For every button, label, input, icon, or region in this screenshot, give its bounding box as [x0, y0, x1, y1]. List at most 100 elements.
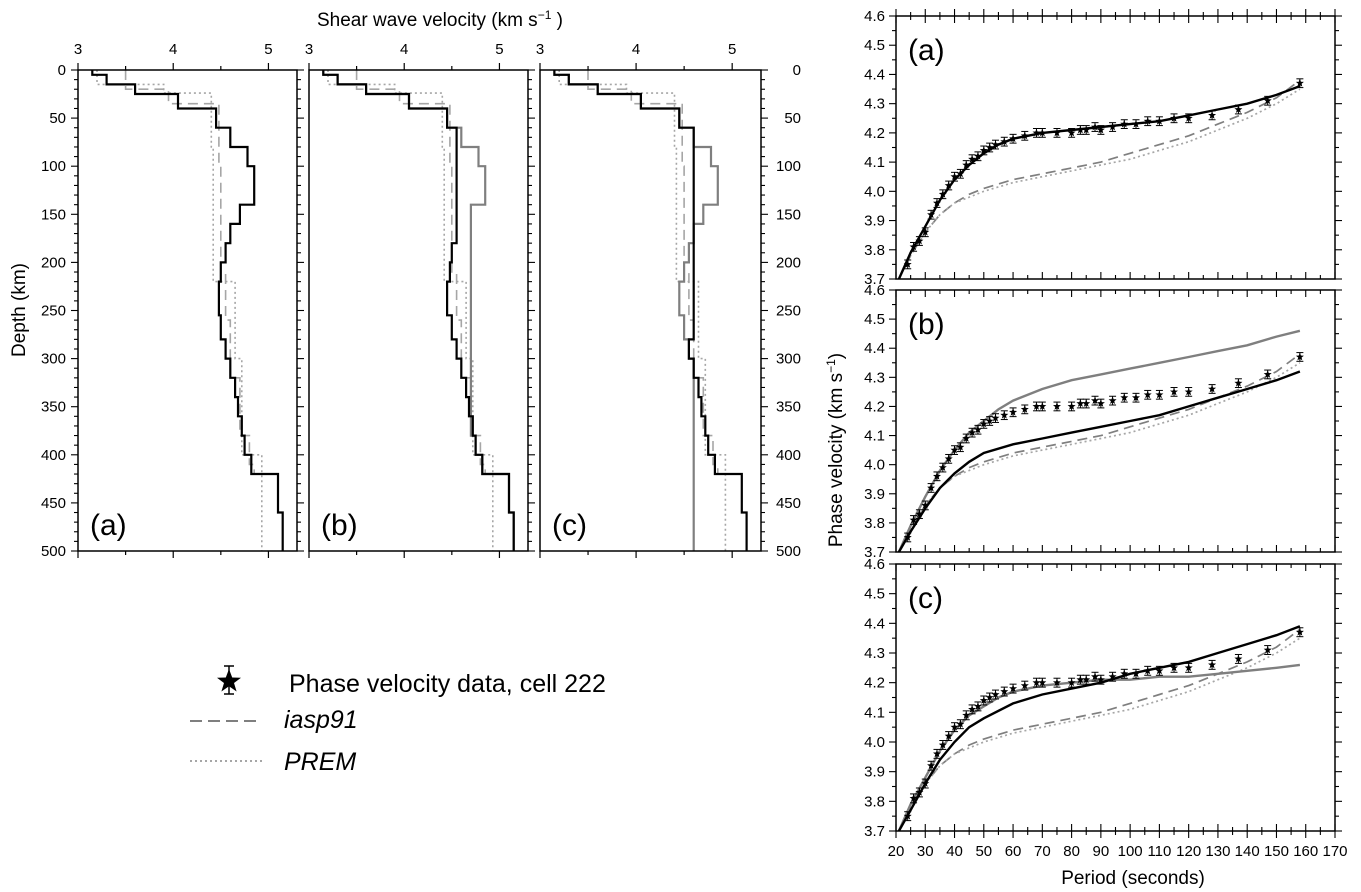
data-point: [1263, 95, 1272, 106]
data-point: [909, 241, 918, 252]
y-tick-label: 3.9: [864, 764, 885, 781]
data-point-star: [1132, 669, 1140, 678]
data-point: [938, 462, 947, 473]
data-point-star: [1132, 393, 1140, 402]
data-point-star: [944, 454, 953, 463]
data-point: [1038, 128, 1047, 138]
data-point-star: [974, 152, 982, 160]
y-tick-label: 4.6: [864, 8, 885, 25]
data-point: [1208, 384, 1217, 394]
depth-series-prem: [96, 70, 263, 551]
data-point: [950, 722, 959, 733]
data-point-star: [909, 515, 918, 524]
y-tick-label-right: 300: [776, 351, 801, 368]
data-point: [1120, 392, 1129, 403]
data-point: [1038, 401, 1047, 412]
legend-iasp91-label: iasp91: [284, 706, 358, 734]
y-tick-label-right: 50: [784, 110, 801, 127]
data-point: [1184, 113, 1193, 124]
data-point: [927, 760, 936, 771]
data-point-star: [1120, 669, 1129, 678]
dispersion-series-iasp91: [898, 79, 1301, 279]
y-tick-label: 3.9: [864, 213, 885, 230]
data-point-star: [1155, 666, 1164, 675]
x-tick-label: 5: [495, 41, 503, 58]
data-point-star: [1067, 402, 1076, 410]
data-point-star: [1009, 408, 1018, 416]
right-x-axis-title: Period (seconds): [1061, 868, 1205, 889]
y-tick-label: 150: [41, 206, 66, 223]
data-point: [1108, 122, 1117, 132]
data-point-star: [1295, 79, 1304, 87]
data-point: [1082, 125, 1091, 135]
data-point-star: [1009, 134, 1018, 143]
data-point-star: [1076, 675, 1085, 684]
data-point: [1234, 653, 1243, 664]
y-tick-label: 4.0: [864, 457, 885, 474]
data-point-star: [1096, 125, 1105, 134]
x-tick-label: 130: [1205, 843, 1230, 860]
data-point-star: [921, 501, 930, 509]
data-point: [915, 509, 924, 520]
y-tick-label: 350: [41, 399, 66, 416]
data-point-star: [1000, 137, 1009, 146]
y-tick-label: 4.0: [864, 734, 885, 751]
data-point-star: [974, 425, 982, 434]
data-point: [1091, 671, 1099, 682]
y-tick-label-right: 100: [776, 158, 801, 175]
y-tick-label-right: 400: [776, 447, 801, 464]
data-point-star: [979, 419, 988, 428]
data-point-star: [1108, 672, 1117, 681]
data-point: [956, 719, 965, 730]
data-point-star: [1143, 666, 1152, 675]
data-point-star: [1038, 402, 1047, 410]
depth-panel-frame: [539, 69, 762, 552]
data-point: [1108, 671, 1117, 682]
data-point: [927, 209, 936, 220]
data-point: [1234, 104, 1243, 115]
y-tick-label-right: 0: [793, 62, 801, 79]
data-point-star: [1143, 390, 1152, 399]
data-point: [991, 139, 1000, 150]
data-point: [1020, 404, 1029, 415]
data-point: [1009, 683, 1018, 694]
data-point: [1009, 407, 1018, 418]
y-tick-label: 4.0: [864, 183, 885, 200]
data-point: [1208, 110, 1217, 121]
legend: Phase velocity data, cell 222 iasp91 PRE…: [190, 665, 606, 776]
data-point: [1184, 387, 1193, 397]
data-point-star: [909, 794, 918, 802]
data-point-star: [968, 705, 977, 713]
y-tick-label: 4.5: [864, 311, 885, 328]
data-point: [1067, 128, 1076, 138]
data-point: [1170, 387, 1178, 397]
data-point: [1184, 662, 1193, 673]
data-point: [1295, 352, 1304, 362]
data-point: [1120, 119, 1129, 130]
data-point-star: [1082, 675, 1091, 684]
data-point-star: [985, 693, 994, 701]
data-point: [1143, 116, 1152, 127]
data-point: [921, 778, 930, 789]
data-point: [968, 704, 977, 715]
data-point-star: [1096, 399, 1105, 407]
data-point-star: [1067, 678, 1076, 687]
data-point-star: [915, 788, 924, 796]
data-point: [1076, 674, 1085, 685]
data-point: [991, 689, 1000, 700]
data-point-star: [956, 720, 965, 728]
data-point: [1053, 401, 1061, 412]
data-point-star: [927, 761, 936, 770]
dispersion-panels: 3.73.83.94.04.14.24.34.44.54.6(a)3.73.83…: [864, 8, 1347, 860]
legend-star-marker: [217, 665, 241, 695]
data-point-star: [1184, 387, 1193, 396]
y-tick-label: 4.2: [864, 398, 885, 415]
data-point: [1096, 398, 1105, 409]
depth-series-cell-222-model: [322, 70, 515, 551]
depth-series-cell-222-model: [91, 70, 284, 551]
y-tick-label: 4.2: [864, 125, 885, 142]
data-point: [962, 160, 971, 170]
data-point: [956, 168, 965, 179]
data-point-star: [979, 696, 988, 704]
x-tick-label: 40: [946, 843, 963, 860]
